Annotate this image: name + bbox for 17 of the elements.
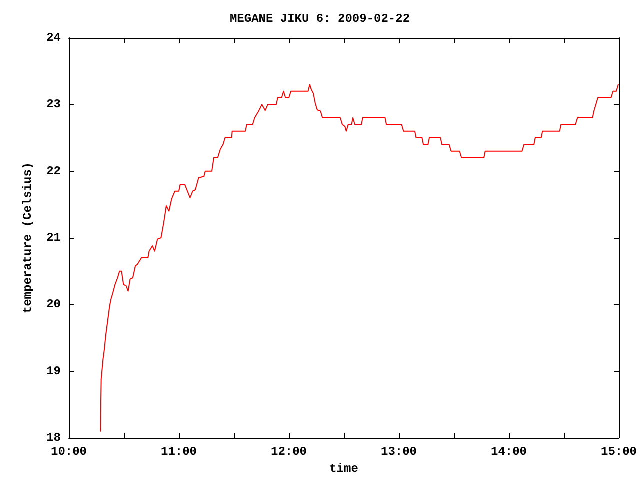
y-tick-label: 24 [46,31,61,45]
x-tick-label: 12:00 [270,445,308,459]
chart-title: MEGANE JIKU 6: 2009-02-22 [230,12,410,26]
x-axis-title: time [330,462,358,476]
y-axis-title: temperature (Celsius) [21,162,35,314]
x-tick-label: 10:00 [50,445,88,459]
x-tick-label: 11:00 [160,445,198,459]
y-tick-label: 23 [46,98,61,112]
x-tick-label: 13:00 [380,445,418,459]
y-tick-label: 22 [46,164,61,178]
y-tick-label: 21 [46,231,61,245]
x-tick-label: 14:00 [490,445,528,459]
x-tick-label: 15:00 [600,445,638,459]
y-tick-label: 19 [46,364,61,378]
line-series [100,84,619,432]
y-tick-label: 20 [46,298,61,312]
y-tick-label: 18 [46,431,61,445]
